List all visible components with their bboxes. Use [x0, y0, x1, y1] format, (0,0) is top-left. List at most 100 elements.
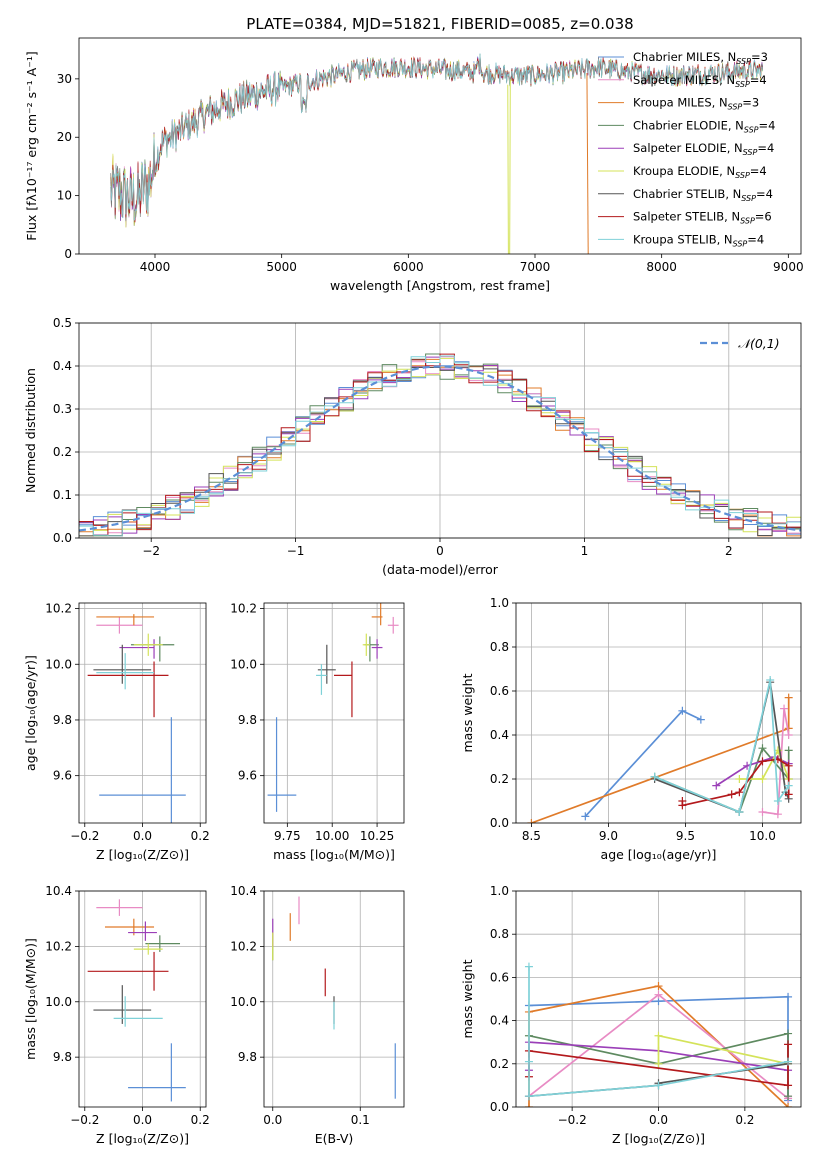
tick-label-x: 0.0 — [649, 1113, 668, 1127]
series-marker — [524, 962, 533, 971]
series-marker — [784, 746, 793, 755]
series-marker — [773, 797, 782, 805]
tick-label-y: 0.0 — [490, 1100, 509, 1114]
series-marker — [735, 788, 744, 797]
tick-label-y: 10.2 — [230, 939, 257, 953]
series-line — [654, 679, 790, 814]
legend-entry: Salpeter ELODIE, NSSP=4 — [633, 141, 774, 157]
errorbar-point — [133, 633, 163, 656]
legend-entry: Kroupa ELODIE, NSSP=4 — [633, 164, 767, 180]
tick-label-x: 4000 — [140, 260, 171, 274]
errorbar-points — [87, 899, 186, 1102]
tick-label-x: 9000 — [773, 260, 804, 274]
errorbar-point — [87, 951, 169, 991]
axes-frame — [263, 890, 405, 1108]
tick-label-y: 0.0 — [53, 531, 72, 545]
series-marker — [784, 1081, 793, 1090]
tick-label-x: 5000 — [266, 260, 297, 274]
errorbar-point — [96, 653, 155, 690]
tick-label-x: 10.25 — [360, 829, 394, 843]
tick-label-y: 10.2 — [45, 602, 72, 616]
errorbar-points — [267, 603, 399, 812]
series-marker — [650, 772, 659, 781]
x-axis-label: mass [log₁₀(M/M⊙)] — [273, 847, 395, 862]
legend-entry: Salpeter MILES, NSSP=4 — [633, 73, 767, 89]
series-marker — [784, 731, 793, 739]
series-marker — [581, 812, 590, 821]
tick-label-y: 10.0 — [45, 995, 72, 1009]
tick-label-x: 6000 — [393, 260, 424, 274]
series-marker — [766, 676, 775, 684]
legend-entry: Kroupa STELIB, NSSP=4 — [633, 232, 764, 248]
series-marker — [773, 810, 782, 819]
tick-label-x: 7000 — [520, 260, 551, 274]
weight-series — [524, 962, 793, 1107]
series-marker — [758, 744, 767, 753]
tick-label-y: 1.0 — [490, 596, 509, 610]
errorbar-point — [96, 614, 155, 626]
tick-label-y: 9.6 — [238, 769, 257, 783]
x-axis-label: E(B-V) — [315, 1131, 354, 1146]
tick-label-y: 0.6 — [490, 684, 509, 698]
series-marker — [696, 715, 705, 724]
series-marker — [654, 1031, 663, 1040]
axes-frame — [263, 602, 405, 824]
x-axis-label: (data-model)/error — [382, 562, 499, 577]
spectrum-dropout — [586, 73, 589, 254]
series-marker — [784, 1040, 793, 1049]
series-marker — [784, 781, 793, 790]
series-marker — [735, 775, 744, 783]
normal-curve — [79, 365, 801, 532]
series-marker — [780, 704, 789, 713]
tick-label-x: 9.0 — [599, 829, 618, 843]
series-marker — [654, 982, 663, 991]
tick-label-y: 10.0 — [230, 995, 257, 1009]
errorbar-points — [272, 896, 396, 1099]
tick-label-y: 9.8 — [53, 713, 72, 727]
errorbar-point — [133, 943, 163, 955]
tick-label-x: −1 — [287, 544, 305, 558]
tick-label-y: 0.4 — [53, 359, 72, 373]
errorbar-point — [128, 921, 157, 941]
spectrum-lines — [110, 53, 764, 254]
x-axis-label: wavelength [Angstrom, rest frame] — [330, 278, 550, 293]
series-marker — [784, 1057, 793, 1066]
y-axis-label: mass weight — [460, 959, 475, 1038]
histogram-series — [79, 357, 801, 537]
tick-label-x: 0.2 — [191, 1113, 210, 1127]
series-marker — [758, 775, 767, 783]
x-axis-label: Z [log₁₀(Z/Z⊙)] — [612, 1131, 705, 1146]
errorbar-points — [87, 614, 186, 823]
tick-label-y: 0.0 — [490, 816, 509, 830]
tick-label-y: 9.8 — [238, 1050, 257, 1064]
axes-frame — [515, 890, 802, 1108]
errorbar-point — [130, 636, 175, 662]
axes-frame — [78, 602, 207, 824]
series-marker — [654, 1059, 663, 1068]
errorbar-point — [128, 1043, 186, 1102]
legend-entry: Chabrier MILES, NSSP=3 — [633, 50, 768, 66]
series-marker — [524, 1103, 533, 1107]
errorbar-point — [113, 996, 163, 1027]
tick-label-y: 0.2 — [53, 445, 72, 459]
tick-label-y: 0.6 — [490, 970, 509, 984]
tick-label-x: 0.2 — [191, 829, 210, 843]
tick-label-y: 10.2 — [230, 602, 257, 616]
tick-label-y: 10 — [57, 189, 72, 203]
series-marker — [654, 1081, 663, 1090]
tick-label-y: 9.8 — [53, 1050, 72, 1064]
errorbar-point — [267, 717, 297, 812]
errorbar-point — [387, 616, 399, 634]
series-marker — [758, 757, 767, 766]
tick-label-x: −0.2 — [70, 1113, 99, 1127]
tick-label-y: 0.4 — [490, 1014, 509, 1028]
errorbar-point — [93, 644, 152, 684]
legend-entry: Kroupa MILES, NSSP=3 — [633, 96, 759, 112]
axes-frame — [515, 602, 802, 824]
series-marker — [784, 1092, 793, 1101]
tick-label-x: 0.0 — [133, 1113, 152, 1127]
legend: 𝒩(0,1) — [700, 336, 780, 351]
tick-label-x: −0.2 — [70, 829, 99, 843]
spectrum-series — [110, 53, 764, 221]
